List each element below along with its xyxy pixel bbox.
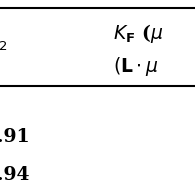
- Text: $\mathit{K}_\mathbf{F}$ ($\mu$: $\mathit{K}_\mathbf{F}$ ($\mu$: [113, 22, 163, 45]
- Text: $(\mathbf{L}\cdot\mu$: $(\mathbf{L}\cdot\mu$: [113, 55, 159, 78]
- Text: 0.91: 0.91: [0, 128, 30, 145]
- Text: $\mathit{R}^2$: $\mathit{R}^2$: [0, 42, 8, 63]
- Text: 0.94: 0.94: [0, 167, 30, 184]
